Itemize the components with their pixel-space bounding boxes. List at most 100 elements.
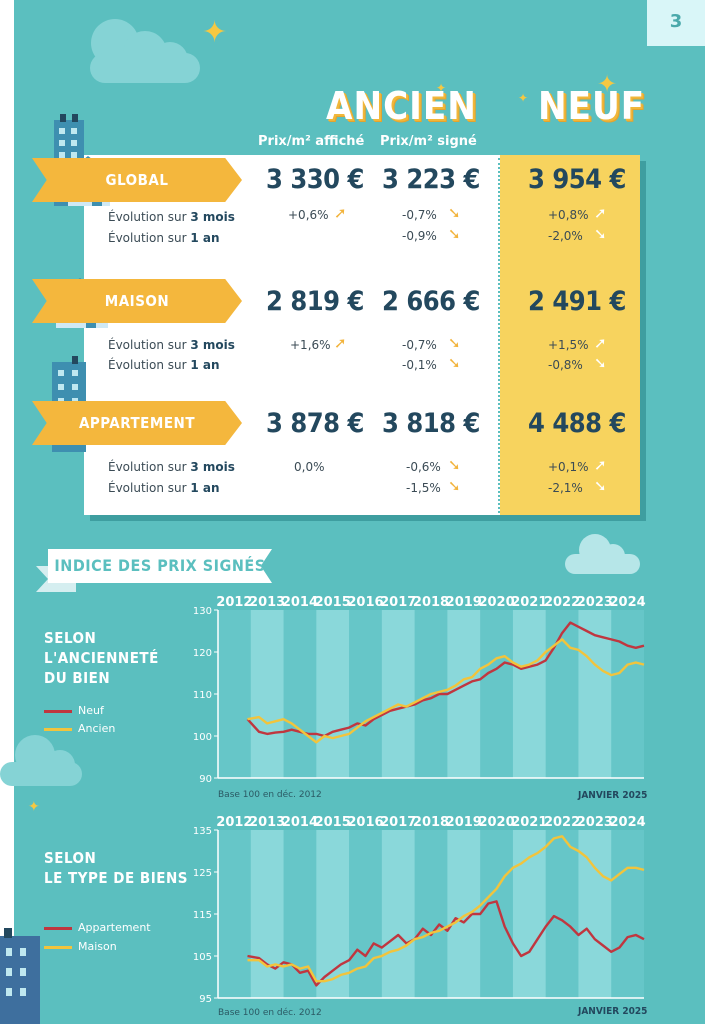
evo-1y-label: Évolution sur 1 an (108, 231, 220, 245)
year-band (250, 610, 284, 778)
x-tick-label: 2022 (544, 815, 580, 830)
chart1-side-title: SELON L'ANCIENNETÉ DU BIEN (44, 629, 159, 687)
star-icon: ✦ (518, 91, 529, 105)
pct-neuf-3m: +0,1% (548, 460, 589, 474)
arrow-down-icon: ➘ (448, 354, 461, 372)
building-icon (0, 928, 40, 1024)
chart2-date-label: JANVIER 2025 (578, 1006, 648, 1017)
chart1-footnote: Base 100 en déc. 2012 (218, 790, 322, 800)
x-tick-label: 2013 (249, 595, 285, 610)
chart1-date-label: JANVIER 2025 (578, 790, 648, 801)
pct-signe-1y: -1,5% (406, 481, 441, 495)
price-affiche-maison: 2 819 € (266, 286, 364, 317)
x-tick-label: 2021 (511, 595, 547, 610)
chart-type-biens: 2012201320142015201620172018201920202021… (193, 815, 646, 1004)
pct-neuf-1y: -0,8% (548, 358, 583, 372)
x-tick-label: 2019 (446, 595, 482, 610)
x-tick-label: 2012 (216, 595, 252, 610)
header-neuf: NEUF (538, 84, 646, 128)
x-tick-label: 2016 (347, 815, 383, 830)
x-tick-label: 2016 (347, 595, 383, 610)
year-band (512, 610, 546, 778)
price-affiche-appartement: 3 878 € (266, 408, 364, 439)
price-signe-maison: 2 666 € (382, 286, 480, 317)
year-band (316, 830, 350, 998)
price-neuf-maison: 2 491 € (528, 286, 626, 317)
row-label-global: GLOBAL (32, 158, 242, 202)
cloud-icon (0, 735, 82, 786)
pct-signe-3m: -0,6% (406, 460, 441, 474)
star-icon: ✦ (436, 81, 447, 95)
x-tick-label: 2020 (478, 815, 514, 830)
chart2-side-title: SELON LE TYPE DE BIENS (44, 849, 188, 887)
cloud-icon (565, 534, 640, 574)
price-neuf-appartement: 4 488 € (528, 408, 626, 439)
x-tick-label: 2015 (315, 595, 351, 610)
pct-affiche-3m: 0,0% (294, 460, 325, 474)
chart-anciennete: 2012201320142015201620172018201920202021… (193, 595, 646, 785)
col-header-affiche: Prix/m² affiché (258, 134, 365, 149)
pct-affiche-3m: +0,6% (288, 208, 329, 222)
plot-area (218, 830, 644, 998)
legend-item-ancien: Ancien (44, 722, 115, 735)
year-band (250, 830, 284, 998)
x-tick-label: 2022 (544, 595, 580, 610)
y-tick-label: 110 (193, 690, 212, 701)
arrow-up-icon: ➚ (334, 334, 347, 352)
arrow-up-icon: ➚ (594, 334, 607, 352)
y-tick-label: 95 (199, 994, 212, 1004)
star-icon: ✦ (28, 799, 40, 815)
index-banner: INDICE DES PRIX SIGNÉS (48, 549, 272, 583)
ancien-card (84, 155, 502, 515)
x-tick-label: 2023 (577, 595, 613, 610)
dotted-divider (498, 158, 500, 513)
x-tick-label: 2024 (610, 595, 646, 610)
cloud-icon (90, 19, 200, 83)
pct-neuf-3m: +0,8% (548, 208, 589, 222)
series-line-maison (247, 835, 645, 983)
pct-neuf-1y: -2,0% (548, 229, 583, 243)
pct-neuf-3m: +1,5% (548, 338, 589, 352)
x-tick-label: 2020 (478, 595, 514, 610)
header-ancien: ANCIEN (326, 84, 477, 128)
year-band (578, 830, 612, 998)
x-tick-label: 2018 (413, 815, 449, 830)
arrow-up-icon: ➚ (594, 456, 607, 474)
arrow-up-icon: ➚ (334, 204, 347, 222)
series-line-ancien (247, 638, 645, 744)
row-label-appartement: APPARTEMENT (32, 401, 242, 445)
series-line-neuf (246, 621, 645, 738)
y-tick-label: 90 (199, 774, 212, 785)
price-signe-global: 3 223 € (382, 164, 480, 195)
x-tick-label: 2017 (380, 595, 416, 610)
arrow-down-icon: ➘ (448, 204, 461, 222)
x-tick-label: 2019 (446, 815, 482, 830)
arrow-down-icon: ➘ (448, 456, 461, 474)
arrow-up-icon: ➚ (594, 204, 607, 222)
pct-neuf-1y: -2,1% (548, 481, 583, 495)
y-tick-label: 115 (193, 910, 212, 921)
year-band (381, 830, 415, 998)
y-tick-label: 105 (193, 952, 212, 963)
arrow-down-icon: ➘ (594, 354, 607, 372)
chart2-footnote: Base 100 en déc. 2012 (218, 1008, 322, 1018)
y-tick-label: 125 (193, 868, 212, 879)
evo-3m-label: Évolution sur 3 mois (108, 338, 235, 352)
arrow-down-icon: ➘ (448, 334, 461, 352)
row-label-maison: MAISON (32, 279, 242, 323)
pct-signe-1y: -0,9% (402, 229, 437, 243)
y-tick-label: 100 (193, 732, 212, 743)
neuf-card (500, 155, 640, 515)
evo-1y-label: Évolution sur 1 an (108, 358, 220, 372)
evo-3m-label: Évolution sur 3 mois (108, 210, 235, 224)
pct-signe-3m: -0,7% (402, 208, 437, 222)
left-margin (0, 0, 14, 1024)
x-tick-label: 2024 (610, 815, 646, 830)
pct-signe-3m: -0,7% (402, 338, 437, 352)
x-tick-label: 2018 (413, 595, 449, 610)
year-band (512, 830, 546, 998)
price-signe-appartement: 3 818 € (382, 408, 480, 439)
x-tick-label: 2014 (282, 595, 318, 610)
pct-signe-1y: -0,1% (402, 358, 437, 372)
x-tick-label: 2015 (315, 815, 351, 830)
